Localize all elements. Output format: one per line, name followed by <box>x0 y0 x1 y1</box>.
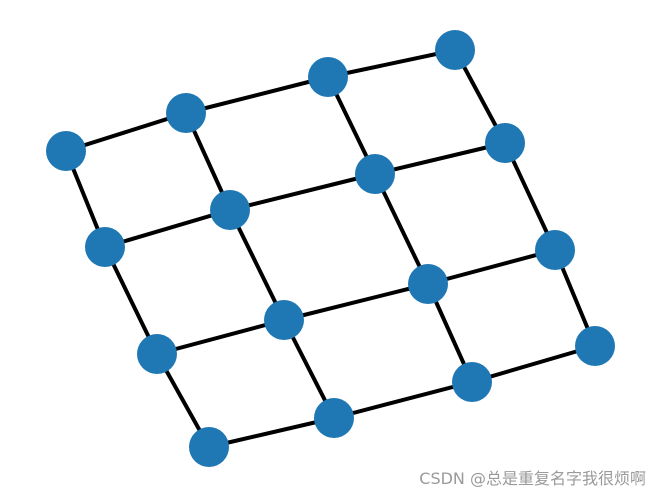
edge-r1c2-r2c2 <box>373 172 430 286</box>
edge-r3c2-r3c3 <box>470 344 597 384</box>
graph-node-r2c2 <box>408 264 448 304</box>
edge-r0c1-r0c2 <box>184 75 330 115</box>
graph-node-r2c1 <box>264 300 304 340</box>
graph-node-r0c0 <box>46 131 86 171</box>
edge-r3c1-r3c2 <box>332 380 474 420</box>
graph-node-r2c0 <box>137 334 177 374</box>
edge-r1c2-r1c3 <box>373 141 507 176</box>
graph-node-r1c1 <box>210 190 250 230</box>
edge-r2c2-r2c3 <box>426 248 557 286</box>
edge-r1c1-r2c1 <box>228 208 286 322</box>
graph-node-r2c3 <box>535 230 575 270</box>
graph-node-r0c1 <box>166 93 206 133</box>
graph-node-r3c0 <box>189 427 229 467</box>
edge-r1c1-r1c2 <box>228 172 377 212</box>
graph-node-r0c2 <box>308 57 348 97</box>
edge-r3c0-r3c1 <box>207 416 336 449</box>
graph-node-r3c3 <box>575 326 615 366</box>
graph-node-r1c0 <box>85 227 125 267</box>
edge-r0c2-r0c3 <box>326 48 457 79</box>
graph-node-r3c2 <box>452 362 492 402</box>
edge-r2c0-r2c1 <box>155 318 286 356</box>
edge-r2c1-r2c2 <box>282 282 430 322</box>
graph-node-r0c3 <box>435 30 475 70</box>
graph-node-r3c1 <box>314 398 354 438</box>
graph-node-r1c2 <box>355 154 395 194</box>
graph-node-r1c3 <box>485 123 525 163</box>
watermark: CSDN @总是重复名字我很烦啊 <box>419 469 646 488</box>
graph-edges <box>64 48 597 449</box>
graph-nodes <box>46 30 615 467</box>
edge-r1c0-r1c1 <box>103 208 232 249</box>
edge-r0c0-r0c1 <box>64 111 188 153</box>
